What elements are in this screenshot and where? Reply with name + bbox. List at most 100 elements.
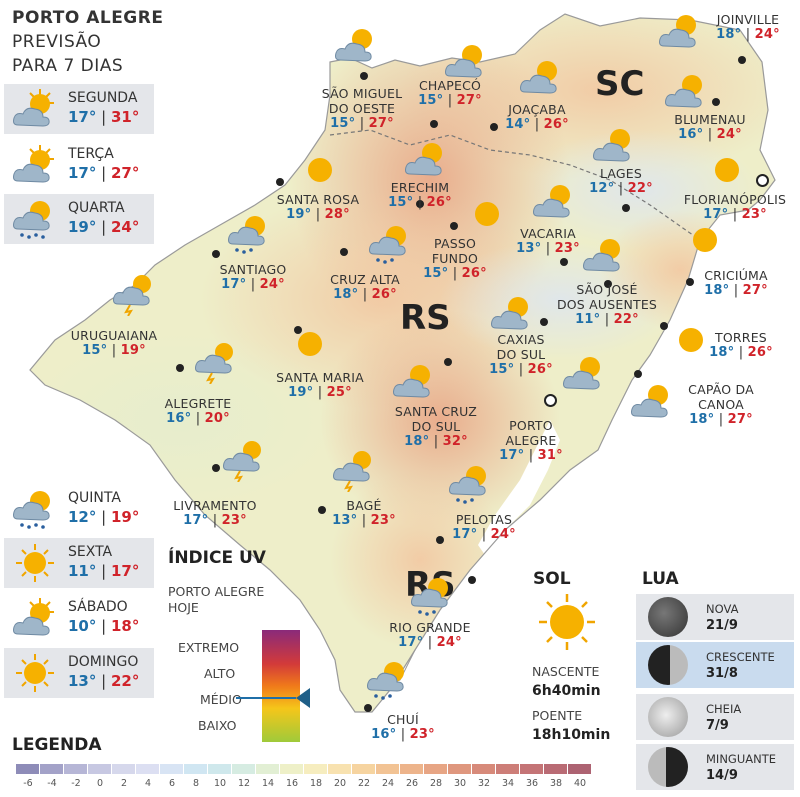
partly-cloudy-icon <box>402 136 452 180</box>
sun-icon <box>10 541 60 585</box>
sun-icon <box>702 148 752 192</box>
sun-icon <box>10 651 60 695</box>
forecast-temps: 13° | 22° <box>68 672 140 690</box>
sun-icon <box>462 192 512 236</box>
page-subtitle-2: PARA 7 DIAS <box>12 56 124 76</box>
legend-swatch <box>328 764 352 774</box>
crescent-moon-icon <box>648 645 688 685</box>
city-dot <box>176 364 184 372</box>
partly-cloudy-icon <box>442 38 492 82</box>
forecast-day-label: TERÇA <box>68 146 114 162</box>
legend-swatch <box>112 764 136 774</box>
city-blumenau: BLUMENAU 16° | 24° <box>674 112 746 142</box>
partly-cloudy-icon <box>10 596 60 640</box>
forecast-day-terca: TERÇA 17° | 27° <box>4 140 154 190</box>
city-dot <box>468 576 476 584</box>
city-torres: TORRES 18° | 26° <box>709 330 773 360</box>
full-moon-icon <box>648 697 688 737</box>
forecast-temps: 17° | 27° <box>68 164 140 182</box>
partly-cloudy-icon <box>580 232 630 276</box>
storm-icon <box>192 340 242 385</box>
state-label-rs: RS <box>400 298 451 338</box>
legend-swatch <box>304 764 328 774</box>
city-passo-fundo: PASSO FUNDO 15° | 26° <box>423 236 487 281</box>
city-dot <box>318 506 326 514</box>
city-alegrete: ALEGRETE 16° | 20° <box>164 396 232 426</box>
sunrise-label: NASCENTE <box>532 664 600 679</box>
sunset-time: 18h10min <box>532 727 611 743</box>
city-dot <box>712 98 720 106</box>
city-santa-maria: SANTA MARIA 19° | 25° <box>276 370 364 400</box>
city-pelotas: PELOTAS 17° | 24° <box>452 512 516 542</box>
city-dot <box>340 248 348 256</box>
city-dot <box>622 204 630 212</box>
city-dot <box>212 250 220 258</box>
city-dot <box>686 278 694 286</box>
legend-scale-label: 14 <box>261 778 275 789</box>
legend-scale-label: -2 <box>71 778 81 789</box>
legend-swatch <box>256 764 280 774</box>
legend-scale-label: -6 <box>23 778 33 789</box>
forecast-day-quinta: QUINTA 12° | 19° <box>4 484 154 534</box>
forecast-day-label: QUINTA <box>68 490 121 506</box>
uv-scale-bar <box>262 630 300 742</box>
forecast-temps: 11° | 17° <box>68 562 140 580</box>
city-santiago: SANTIAGO 17° | 24° <box>219 262 287 292</box>
city-dot <box>604 280 612 288</box>
uv-pointer-line <box>236 697 296 699</box>
waning-moon-icon <box>648 747 688 787</box>
legend-scale-label: 12 <box>237 778 251 789</box>
city-dot <box>294 326 302 334</box>
legend-scale-label: 28 <box>429 778 443 789</box>
partly-cloudy-icon <box>560 350 610 394</box>
legend-swatch <box>424 764 448 774</box>
legend-swatch <box>16 764 40 774</box>
legend-swatch <box>280 764 304 774</box>
legend-scale-label: 2 <box>120 778 128 789</box>
forecast-day-label: QUARTA <box>68 200 125 216</box>
uv-subtitle-location: PORTO ALEGRE <box>168 584 265 599</box>
legend-swatch <box>544 764 568 774</box>
sun-cloud-rain-icon <box>366 222 416 266</box>
lua-title: LUA <box>642 569 679 589</box>
legend-color-scale <box>16 764 592 774</box>
forecast-day-sabado: SÁBADO 10° | 18° <box>4 593 154 643</box>
page-subtitle-1: PREVISÃO <box>12 32 102 52</box>
city-dot <box>560 258 568 266</box>
legend-scale-label: -4 <box>47 778 57 789</box>
city-erechim: ERECHIM 15° | 26° <box>388 180 452 210</box>
sun-cloud-rain-icon <box>10 487 60 531</box>
city-dot <box>212 464 220 472</box>
legend-swatch <box>496 764 520 774</box>
city-capital-marker <box>544 394 557 407</box>
forecast-temps: 10° | 18° <box>68 617 140 635</box>
city-rio-grande: RIO GRANDE 17° | 24° <box>389 620 471 650</box>
legend-scale-label: 26 <box>405 778 419 789</box>
sun-cloud-rain-icon <box>364 658 414 702</box>
forecast-temps: 12° | 19° <box>68 508 140 526</box>
city-criciuma: CRICIÚMA 18° | 27° <box>704 268 768 298</box>
forecast-day-segunda: SEGUNDA 17° | 31° <box>4 84 154 134</box>
city-capital-marker <box>756 174 769 187</box>
forecast-day-domingo: DOMINGO 13° | 22° <box>4 648 154 698</box>
city-dot <box>436 536 444 544</box>
sunset-label: POENTE <box>532 708 583 723</box>
uv-level-baixo: BAIXO <box>198 718 237 733</box>
city-santa-cruz: SANTA CRUZ DO SUL 18° | 32° <box>394 404 478 449</box>
city-dot <box>364 704 372 712</box>
city-caxias: CAXIAS DO SUL 15° | 26° <box>489 332 553 377</box>
city-joacaba: JOAÇABA 14° | 26° <box>505 102 569 132</box>
city-dot <box>738 56 746 64</box>
city-joinville: JOINVILLE 18° | 24° <box>716 12 780 42</box>
forecast-day-label: SEXTA <box>68 544 113 560</box>
legend-swatch <box>232 764 256 774</box>
city-bage: BAGÉ 13° | 23° <box>332 498 396 528</box>
legend-swatch <box>184 764 208 774</box>
city-dot <box>450 222 458 230</box>
partly-cloudy-icon <box>390 358 440 402</box>
sun-icon <box>285 322 335 366</box>
legend-scale-label: 22 <box>357 778 371 789</box>
city-dot <box>634 370 642 378</box>
uv-subtitle-day: HOJE <box>168 600 199 615</box>
